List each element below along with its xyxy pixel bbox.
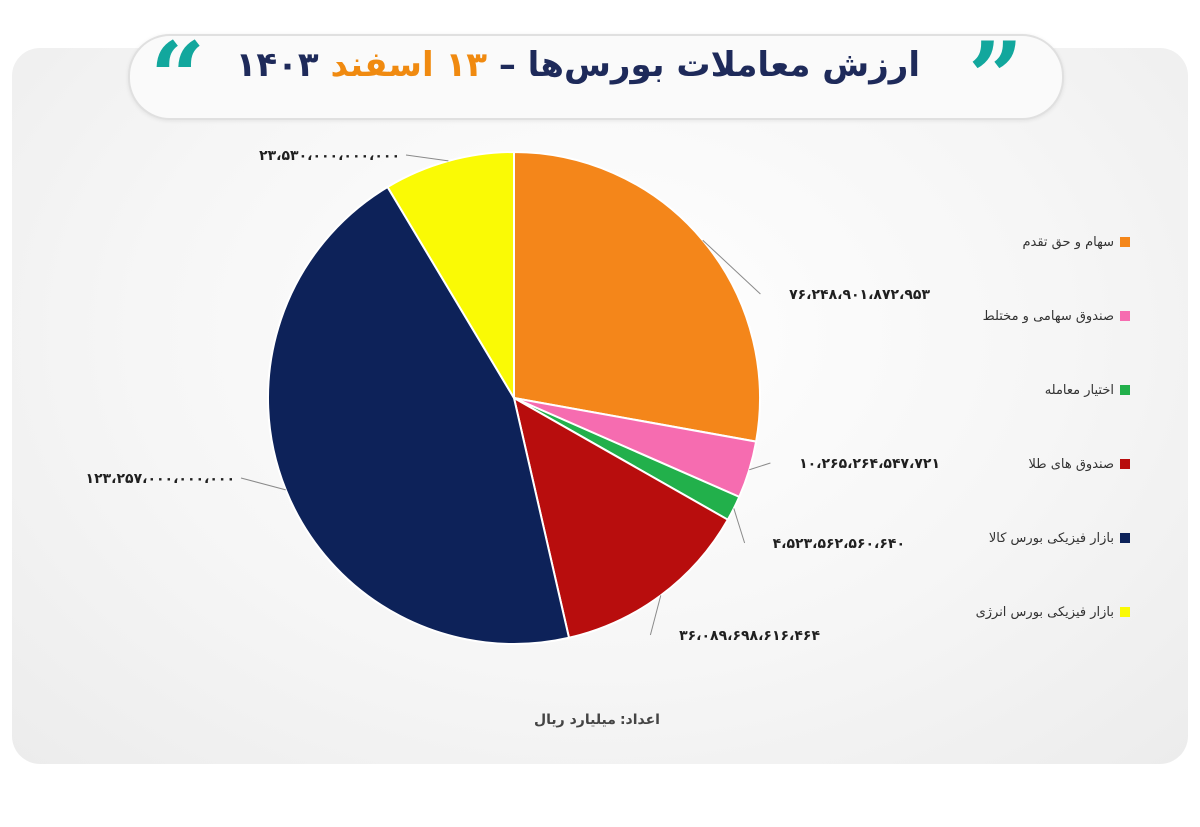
legend-item-options: اختیار معامله xyxy=(1045,378,1130,402)
legend-label: صندوق سهامی و مختلط xyxy=(982,308,1114,324)
title-banner xyxy=(128,34,1064,120)
legend-label: بازار فیزیکی بورس کالا xyxy=(988,530,1114,546)
data-label-mixed-funds: ۱۰،۲۶۵،۲۶۴،۵۴۷،۷۲۱ xyxy=(799,456,940,472)
legend-item-stocks: سهام و حق تقدم xyxy=(1022,230,1130,254)
title-main: ارزش معاملات بورس‌ها – xyxy=(498,45,920,85)
pie-slice-energy-physical xyxy=(386,150,515,402)
legend-item-energy-physical: بازار فیزیکی بورس انرژی xyxy=(976,600,1130,624)
data-label-energy-physical: ۲۳،۵۳۰،۰۰۰،۰۰۰،۰۰۰ xyxy=(259,148,400,164)
pie-slice-stocks xyxy=(513,150,761,443)
legend-label: اختیار معامله xyxy=(1044,382,1114,398)
unit-label: اعداد: xyxy=(619,712,660,728)
data-label-gold-funds: ۳۶،۰۸۹،۶۹۸،۶۱۶،۴۶۴ xyxy=(679,628,820,644)
unit-note: اعداد:میلیارد ریال xyxy=(500,712,690,738)
data-label-options: ۴،۵۲۳،۵۶۲،۵۶۰،۶۴۰ xyxy=(773,536,905,552)
legend-item-gold-funds: صندوق های طلا xyxy=(1028,452,1130,476)
legend-item-commodity-physical: بازار فیزیکی بورس کالا xyxy=(989,526,1130,550)
leader-line-stocks xyxy=(702,239,761,295)
data-label-commodity-physical: ۱۲۳،۲۵۷،۰۰۰،۰۰۰،۰۰۰ xyxy=(86,471,235,487)
legend-swatch xyxy=(1120,607,1130,617)
legend-swatch xyxy=(1120,237,1130,247)
quote-open-icon: “ xyxy=(150,30,206,100)
legend-swatch xyxy=(1120,459,1130,469)
quote-close-icon: ” xyxy=(968,30,1024,100)
leader-line-gold-funds xyxy=(649,595,662,636)
title-day: ۱۳ xyxy=(445,45,487,85)
leader-line-options xyxy=(733,508,746,544)
legend-item-mixed-funds: صندوق سهامی و مختلط xyxy=(983,304,1130,328)
legend-label: بازار فیزیکی بورس انرژی xyxy=(975,604,1114,620)
legend-swatch xyxy=(1120,533,1130,543)
leader-line-commodity-physical xyxy=(240,477,286,491)
leader-line-energy-physical xyxy=(405,154,449,162)
data-label-stocks: ۷۶،۲۴۸،۹۰۱،۸۷۲،۹۵۳ xyxy=(789,287,930,303)
leader-line-mixed-funds xyxy=(749,462,771,471)
legend-label: صندوق های طلا xyxy=(1028,456,1114,472)
legend-label: سهام و حق تقدم xyxy=(1022,234,1114,250)
title-month: اسفند xyxy=(330,45,434,85)
title-year: ۱۴۰۳ xyxy=(235,45,319,85)
chart-title: ارزش معاملات بورس‌ها – ۱۳ اسفند ۱۴۰۳ xyxy=(236,40,920,90)
unit-value: میلیارد ریال xyxy=(534,712,616,728)
legend-swatch xyxy=(1120,311,1130,321)
legend-swatch xyxy=(1120,385,1130,395)
